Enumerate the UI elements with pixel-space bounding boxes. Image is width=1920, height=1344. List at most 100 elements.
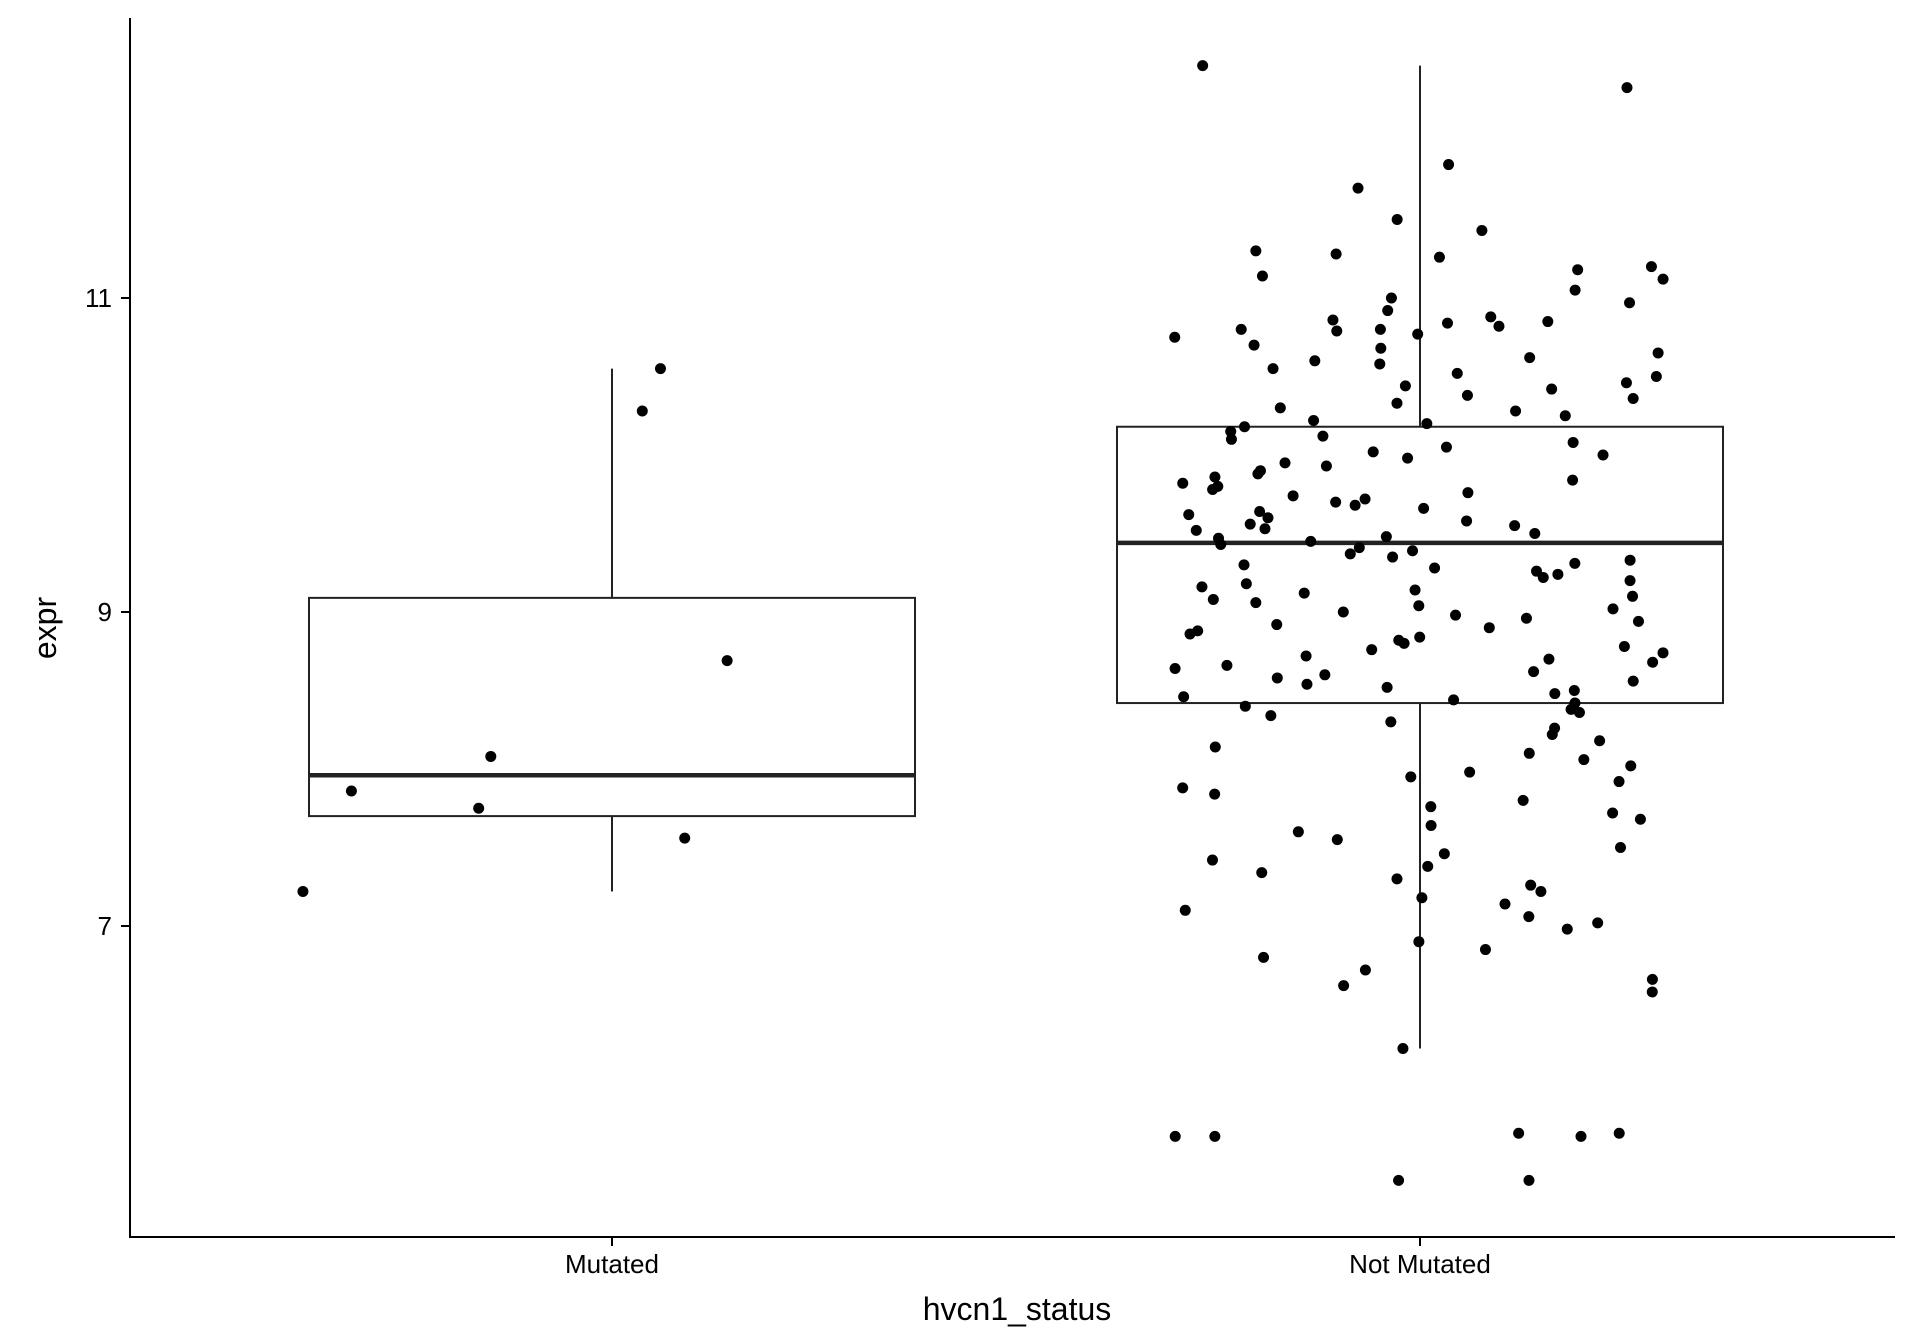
data-point [1652, 347, 1664, 359]
data-point [1461, 515, 1473, 527]
data-point [1238, 559, 1250, 571]
data-point [1271, 619, 1283, 631]
data-point [1244, 518, 1256, 530]
data-point [679, 832, 691, 844]
data-point [1235, 323, 1247, 335]
iqr-box [308, 596, 916, 818]
data-point [1523, 1174, 1535, 1186]
data-point [1397, 1042, 1409, 1054]
data-point [1196, 581, 1208, 593]
data-point [1567, 474, 1579, 486]
y-tick-label: 11 [85, 283, 112, 313]
data-point [1485, 311, 1497, 323]
data-point [1256, 270, 1268, 282]
data-point [1391, 873, 1403, 885]
axes: 7 9 11 Mutated Not Mutated [85, 18, 1895, 1279]
data-point [1543, 653, 1555, 665]
data-point [1374, 323, 1386, 335]
data-point [1499, 898, 1511, 910]
data-point [1568, 685, 1580, 696]
data-point [1561, 923, 1573, 935]
data-point [1206, 854, 1218, 866]
data-point [1366, 644, 1378, 656]
data-point [1549, 688, 1561, 700]
data-point [1535, 885, 1547, 897]
data-point [1627, 392, 1639, 404]
data-point [1440, 441, 1452, 453]
data-point [1250, 245, 1262, 257]
data-point [1517, 794, 1529, 806]
data-point [1292, 826, 1304, 838]
data-point [721, 655, 733, 667]
data-point [654, 363, 666, 375]
data-point [1209, 788, 1221, 800]
data-point [1190, 524, 1202, 536]
data-point [1513, 1127, 1525, 1139]
data-point [1624, 575, 1636, 587]
data-point [1476, 224, 1488, 236]
data-point [1359, 493, 1371, 505]
data-point [1178, 691, 1190, 703]
data-point [1578, 754, 1590, 766]
data-point [1298, 587, 1310, 599]
data-point [1438, 848, 1450, 860]
y-tick-label: 7 [98, 911, 112, 941]
data-point [1331, 834, 1343, 846]
data-point [1177, 477, 1189, 489]
plot-area [297, 60, 1724, 1186]
data-point [1317, 430, 1329, 442]
data-point [1169, 663, 1181, 675]
data-point [1374, 358, 1386, 370]
data-point [1657, 647, 1669, 659]
data-point [1567, 436, 1579, 448]
data-point [1529, 528, 1541, 539]
data-point [1607, 603, 1619, 615]
data-point [1429, 562, 1441, 574]
data-point [1524, 352, 1536, 364]
y-axis-label: expr [27, 597, 63, 660]
data-point [1287, 490, 1299, 502]
data-point [1271, 672, 1283, 684]
x-tick-label: Not Mutated [1349, 1249, 1491, 1279]
data-point [1569, 284, 1581, 296]
data-point [1615, 842, 1627, 853]
data-point [1542, 316, 1554, 328]
data-point [1385, 716, 1397, 728]
data-point [1375, 342, 1387, 354]
data-point [1433, 251, 1445, 263]
data-point [1225, 433, 1237, 445]
data-point [1250, 597, 1262, 609]
data-point [1569, 557, 1581, 569]
data-point [1559, 410, 1571, 422]
data-point [1620, 377, 1632, 389]
x-tick-label: Mutated [565, 1249, 659, 1279]
data-point [1525, 879, 1537, 891]
data-point [1537, 571, 1549, 583]
data-point [1479, 944, 1491, 956]
data-point [1319, 669, 1331, 681]
data-point [1330, 496, 1342, 508]
data-point [1510, 405, 1522, 417]
data-point [1309, 355, 1321, 367]
data-point [1301, 678, 1313, 690]
data-point [1344, 548, 1356, 560]
data-point [1254, 506, 1266, 518]
data-point [473, 802, 485, 814]
data-point [1413, 600, 1425, 612]
data-point [1184, 628, 1196, 640]
data-point [1305, 535, 1317, 547]
data-point [1650, 371, 1662, 382]
data-point [1169, 331, 1181, 343]
data-point [1259, 523, 1271, 535]
data-point [1393, 1174, 1405, 1186]
data-point [1262, 512, 1274, 524]
data-point [1493, 320, 1505, 332]
data-point [1425, 801, 1437, 813]
data-point [1391, 214, 1403, 225]
data-point [1646, 973, 1658, 985]
data-point [1546, 728, 1558, 740]
box-mutated [308, 368, 916, 892]
data-point [1265, 710, 1277, 722]
iqr-box [1116, 425, 1724, 705]
